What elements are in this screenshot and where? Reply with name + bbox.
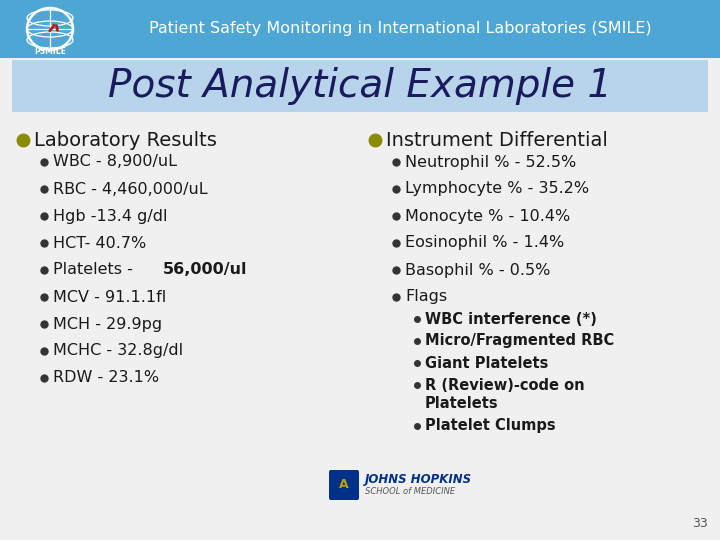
Text: Neutrophil % - 52.5%: Neutrophil % - 52.5% <box>405 154 576 170</box>
Text: WBC interference (*): WBC interference (*) <box>425 312 597 327</box>
Text: Flags: Flags <box>405 289 447 305</box>
Text: MCH - 29.9pg: MCH - 29.9pg <box>53 316 162 332</box>
Text: PSMILE: PSMILE <box>34 47 66 56</box>
Text: SCHOOL of MEDICINE: SCHOOL of MEDICINE <box>365 488 455 496</box>
Text: JOHNS HOPKINS: JOHNS HOPKINS <box>365 474 472 487</box>
Text: 56,000/ul: 56,000/ul <box>163 262 247 278</box>
FancyBboxPatch shape <box>0 0 720 58</box>
Text: Micro/Fragmented RBC: Micro/Fragmented RBC <box>425 334 614 348</box>
Text: Platelets -: Platelets - <box>53 262 138 278</box>
Text: Hgb -13.4 g/dl: Hgb -13.4 g/dl <box>53 208 168 224</box>
Text: Basophil % - 0.5%: Basophil % - 0.5% <box>405 262 550 278</box>
Text: MCHC - 32.8g/dl: MCHC - 32.8g/dl <box>53 343 183 359</box>
Text: Post Analytical Example 1: Post Analytical Example 1 <box>108 67 612 105</box>
Text: Monocyte % - 10.4%: Monocyte % - 10.4% <box>405 208 570 224</box>
Text: Platelets: Platelets <box>425 396 499 411</box>
Text: R (Review)-code on: R (Review)-code on <box>425 377 585 393</box>
Text: Patient Safety Monitoring in International Laboratories (SMILE): Patient Safety Monitoring in Internation… <box>149 22 652 37</box>
FancyBboxPatch shape <box>329 470 359 500</box>
Text: Eosinophil % - 1.4%: Eosinophil % - 1.4% <box>405 235 564 251</box>
Text: WBC - 8,900/uL: WBC - 8,900/uL <box>53 154 177 170</box>
Text: Giant Platelets: Giant Platelets <box>425 355 549 370</box>
Text: RDW - 23.1%: RDW - 23.1% <box>53 370 159 386</box>
Text: Instrument Differential: Instrument Differential <box>386 131 608 150</box>
Text: 33: 33 <box>692 517 708 530</box>
Text: RBC - 4,460,000/uL: RBC - 4,460,000/uL <box>53 181 207 197</box>
FancyBboxPatch shape <box>12 60 708 112</box>
Text: Platelet Clumps: Platelet Clumps <box>425 418 556 433</box>
Text: MCV - 91.1.1fl: MCV - 91.1.1fl <box>53 289 166 305</box>
Text: A: A <box>339 478 348 491</box>
Text: Lymphocyte % - 35.2%: Lymphocyte % - 35.2% <box>405 181 589 197</box>
Text: HCT- 40.7%: HCT- 40.7% <box>53 235 146 251</box>
Text: Laboratory Results: Laboratory Results <box>34 131 217 150</box>
